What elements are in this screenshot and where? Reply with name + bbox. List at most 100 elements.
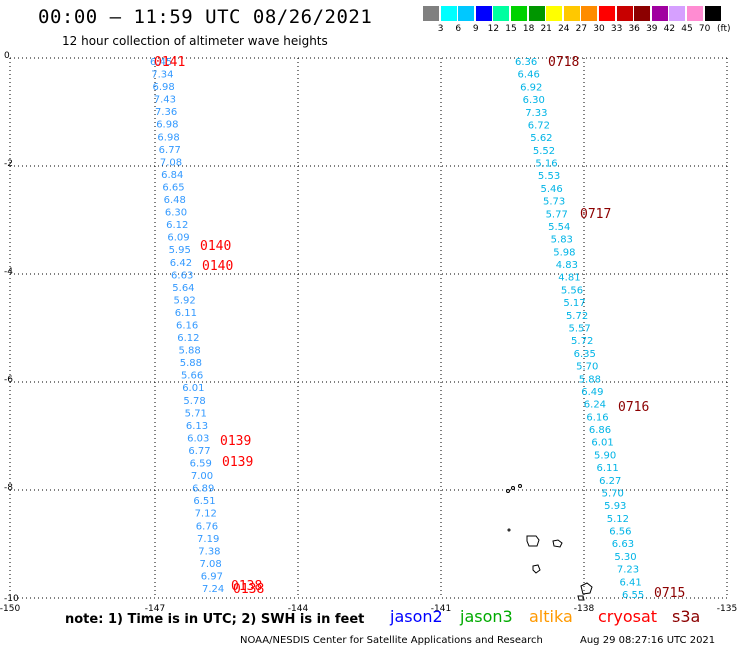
page-title: 00:00 – 11:59 UTC 08/26/2021 — [38, 6, 373, 28]
wave-height-value: 5.77 — [546, 209, 568, 220]
wave-height-value: 5.73 — [543, 197, 565, 208]
pass-time-label: 0138 — [233, 582, 264, 597]
wave-height-value: 5.70 — [576, 362, 598, 373]
color-swatch — [651, 6, 668, 21]
wave-height-value: 6.98 — [157, 132, 179, 143]
pass-time-label: 0139 — [220, 434, 251, 449]
color-scale-label: 9 — [472, 24, 479, 34]
color-scale-label: 24 — [558, 24, 570, 34]
color-scale-label: 6 — [455, 24, 462, 34]
y-tick-label: -2 — [4, 159, 13, 169]
wave-height-value: 6.03 — [187, 433, 209, 444]
pass-time-label: 0139 — [222, 455, 253, 470]
credit-text: NOAA/NESDIS Center for Satellite Applica… — [240, 635, 543, 646]
wave-height-value: 5.54 — [548, 222, 570, 233]
wave-height-value: 5.98 — [553, 247, 575, 258]
color-scale-label: 39 — [646, 24, 658, 34]
map-grid: -150 -147 -144 -141 -138 -135 0 -2 -4 -6 -8 -10 — [0, 51, 737, 614]
wave-height-value: 7.08 — [200, 559, 222, 570]
color-scale-label: 42 — [663, 24, 676, 34]
island-shape — [518, 484, 522, 488]
pass-time-label: 0141 — [154, 55, 185, 70]
color-swatch — [616, 6, 633, 21]
wave-height-value: 6.46 — [518, 70, 540, 81]
y-tick-label: -8 — [4, 483, 13, 493]
wave-height-value: 6.11 — [597, 463, 619, 474]
color-swatch — [581, 6, 598, 21]
color-swatch — [634, 6, 651, 21]
wave-height-value: 5.88 — [579, 374, 601, 385]
wave-height-value: 6.72 — [528, 120, 550, 131]
color-scale-label: 36 — [628, 24, 640, 34]
wave-height-value: 6.76 — [196, 521, 218, 532]
color-swatch — [704, 6, 721, 21]
wave-height-value: 6.59 — [190, 459, 212, 470]
wave-height-value: 7.12 — [195, 509, 217, 520]
wave-height-value: 4.83 — [556, 260, 578, 271]
wave-height-value: 6.12 — [166, 220, 188, 231]
pass-time-label: 0718 — [548, 55, 579, 70]
wave-height-value: 6.42 — [170, 258, 192, 269]
color-scale-label: 3 — [437, 24, 444, 34]
page-subtitle: 12 hour collection of altimeter wave hei… — [62, 34, 328, 48]
island-outlines — [506, 484, 593, 601]
wave-height-value: 5.83 — [551, 235, 573, 246]
wave-height-value: 6.01 — [182, 383, 204, 394]
wave-height-value: 5.53 — [538, 171, 560, 182]
island-shape — [580, 582, 593, 595]
island-shape — [507, 528, 511, 532]
wave-height-value: 7.36 — [155, 107, 177, 118]
satellite-legend-item: altika — [529, 607, 573, 626]
color-scale-label: 12 — [487, 24, 500, 34]
satellite-legend-item: jason3 — [460, 607, 513, 626]
color-swatch — [669, 6, 686, 21]
wave-height-value: 5.56 — [561, 285, 583, 296]
wave-height-value: 6.77 — [188, 446, 210, 457]
wave-height-value: 6.24 — [584, 400, 606, 411]
wave-height-value: 5.90 — [594, 450, 616, 461]
color-scale-unit: (ft) — [717, 24, 731, 34]
wave-height-value: 6.55 — [622, 590, 644, 601]
wave-height-value: 6.63 — [612, 539, 634, 550]
color-scale-label: 45 — [681, 24, 693, 34]
wave-height-value: 6.12 — [177, 333, 199, 344]
wave-height-value: 5.72 — [566, 311, 588, 322]
wave-height-value: 6.30 — [523, 95, 545, 106]
wave-height-value: 5.16 — [535, 159, 557, 170]
wave-height-value: 6.98 — [156, 120, 178, 131]
wave-height-value: 6.45 — [150, 57, 172, 68]
wave-height-value: 6.11 — [175, 308, 197, 319]
wave-height-value: 6.16 — [586, 412, 608, 423]
track-east-values: 6.36 6.466.92 6.30 7.336.72 5.62 5.52 5.165.53… — [515, 57, 644, 601]
color-swatch — [440, 6, 457, 21]
x-tick-label: -144 — [288, 604, 309, 614]
wave-height-value: 5.52 — [533, 146, 555, 157]
wave-height-value: 5.72 — [571, 336, 593, 347]
x-tick-label: -150 — [0, 604, 20, 614]
color-scale-label: 15 — [505, 24, 517, 34]
wave-height-value: 6.27 — [599, 476, 621, 487]
wave-height-value: 6.89 — [192, 484, 214, 495]
color-swatch — [546, 6, 563, 21]
wave-height-value: 6.35 — [574, 349, 596, 360]
island-shape — [526, 535, 540, 547]
color-swatch — [458, 6, 475, 21]
island-shape — [532, 564, 541, 574]
wave-height-value: 5.30 — [614, 552, 636, 563]
wave-height-value: 5.57 — [569, 324, 591, 335]
wave-height-value: 7.08 — [160, 157, 182, 168]
wave-height-value: 6.92 — [520, 82, 542, 93]
island-shape — [552, 539, 563, 548]
pass-time-label: 0715 — [654, 586, 685, 601]
wave-height-value: 7.23 — [617, 565, 639, 576]
wave-height-value: 6.36 — [515, 57, 537, 68]
color-scale-label: 30 — [593, 24, 605, 34]
wave-height-value: 5.70 — [602, 488, 624, 499]
color-swatch — [563, 6, 580, 21]
wave-height-value: 6.09 — [167, 233, 189, 244]
wave-height-value: 5.93 — [604, 501, 626, 512]
wave-height-value: 5.88 — [180, 358, 202, 369]
wave-height-value: 7.33 — [525, 108, 547, 119]
y-tick-label: 0 — [4, 51, 10, 61]
